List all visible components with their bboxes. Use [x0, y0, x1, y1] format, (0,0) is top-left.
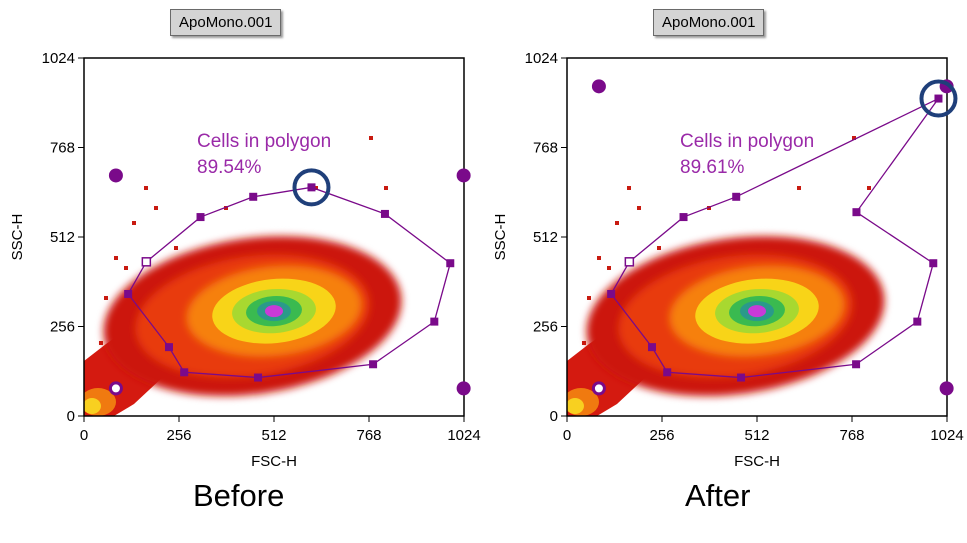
polygon-vertex — [180, 368, 189, 377]
x-tick-label: 1024 — [447, 427, 480, 444]
event-dot — [124, 266, 128, 270]
highlight-circle — [292, 168, 331, 207]
event-dot — [369, 136, 373, 140]
event-dot — [597, 256, 601, 260]
y-tick-label: 256 — [50, 319, 75, 336]
event-dot — [627, 186, 631, 190]
event-dot — [867, 186, 871, 190]
x-tick-label: 256 — [166, 427, 191, 444]
x-tick-label: 0 — [563, 427, 571, 444]
gate-handle-dot — [456, 168, 471, 183]
gate-label: Cells in polygon — [197, 131, 331, 152]
event-dot — [582, 341, 586, 345]
highlight-circle — [919, 79, 958, 118]
event-dot — [615, 221, 619, 225]
event-dot — [657, 246, 661, 250]
file-name-label: ApoMono.001 — [170, 9, 282, 36]
y-tick-label: 768 — [533, 140, 558, 157]
x-tick-label: 0 — [80, 427, 88, 444]
gate-handle-dot — [456, 381, 471, 396]
event-dot — [707, 206, 711, 210]
polygon-vertex — [380, 209, 389, 218]
event-dot — [224, 206, 228, 210]
polygon-vertex — [164, 343, 173, 352]
polygon-vertex — [737, 373, 746, 382]
y-tick-label: 1024 — [525, 50, 558, 67]
polygon-vertex — [732, 192, 741, 201]
polygon-vertex — [254, 373, 263, 382]
file-name-label: ApoMono.001 — [653, 9, 765, 36]
polygon-vertex — [929, 259, 938, 268]
polygon-vertex — [369, 360, 378, 369]
gate-handle-dot — [939, 381, 954, 396]
polygon-vertex — [249, 192, 258, 201]
x-tick-label: 512 — [261, 427, 286, 444]
event-dot — [114, 256, 118, 260]
polygon-vertex — [679, 213, 688, 222]
caption-before: Before — [193, 478, 285, 513]
x-tick-label: 768 — [356, 427, 381, 444]
y-tick-label: 512 — [533, 229, 558, 246]
event-dot — [154, 206, 158, 210]
gate-handle-dot — [108, 168, 123, 183]
polygon-vertex — [446, 259, 455, 268]
polygon-vertex — [196, 213, 205, 222]
caption-after: After — [685, 478, 751, 513]
gate-label: Cells in polygon — [680, 131, 814, 152]
plot-panel-after: ApoMono.001 0 256 512 768 1024 0 256 512 768 1024… — [483, 0, 966, 543]
gate-handle-center — [111, 384, 120, 393]
event-dot — [132, 221, 136, 225]
event-dot — [852, 136, 856, 140]
x-tick-label: 512 — [744, 427, 769, 444]
x-tick-label: 768 — [839, 427, 864, 444]
event-dot — [104, 296, 108, 300]
event-dot — [174, 246, 178, 250]
polygon-vertex — [607, 289, 616, 298]
event-dot — [607, 266, 611, 270]
x-axis-label: FSC-H — [251, 453, 297, 470]
y-tick-label: 512 — [50, 229, 75, 246]
gate-handle-dot — [591, 79, 606, 94]
gate-percent: 89.61% — [680, 157, 745, 178]
polygon-vertex — [647, 343, 656, 352]
y-tick-label: 1024 — [42, 50, 75, 67]
polygon-vertex — [913, 317, 922, 326]
plot-panel-before: ApoMono.001 0 256 512 768 1024 0 256 512 768 1024… — [0, 0, 483, 543]
y-axis-label: SSC-H — [492, 214, 509, 261]
y-tick-label: 0 — [550, 408, 558, 425]
x-tick-label: 256 — [649, 427, 674, 444]
polygon-vertex — [852, 208, 861, 217]
gate-percent: 89.54% — [197, 157, 262, 178]
y-tick-label: 0 — [67, 408, 75, 425]
y-axis-label: SSC-H — [9, 214, 26, 261]
polygon-vertex — [307, 183, 316, 192]
x-tick-label: 1024 — [930, 427, 963, 444]
density-level-7 — [748, 305, 766, 318]
density-plot-before: 0 256 512 768 1024 0 256 512 768 1024 FSC-H SSC-H Ce… — [9, 50, 481, 470]
density-cloud — [84, 136, 402, 416]
polygon-vertex — [124, 289, 133, 298]
polygon-vertex — [663, 368, 672, 377]
event-dot — [797, 186, 801, 190]
polygon-vertex — [430, 317, 439, 326]
x-axis-label: FSC-H — [734, 453, 780, 470]
event-dot — [637, 206, 641, 210]
density-plot-after: 0 256 512 768 1024 0 256 512 768 1024 FSC-H SSC-H Ce… — [492, 50, 964, 470]
density-cloud — [567, 136, 885, 416]
gate-handle-center — [594, 384, 603, 393]
event-dot — [314, 186, 318, 190]
density-level-7 — [265, 305, 283, 318]
event-dot — [99, 341, 103, 345]
event-dot — [144, 186, 148, 190]
event-dot — [587, 296, 591, 300]
polygon-vertex — [934, 94, 943, 103]
polygon-vertex — [141, 257, 152, 267]
polygon-vertex — [852, 360, 861, 369]
polygon-vertex — [624, 257, 635, 267]
y-tick-label: 768 — [50, 140, 75, 157]
event-dot — [384, 186, 388, 190]
y-tick-label: 256 — [533, 319, 558, 336]
